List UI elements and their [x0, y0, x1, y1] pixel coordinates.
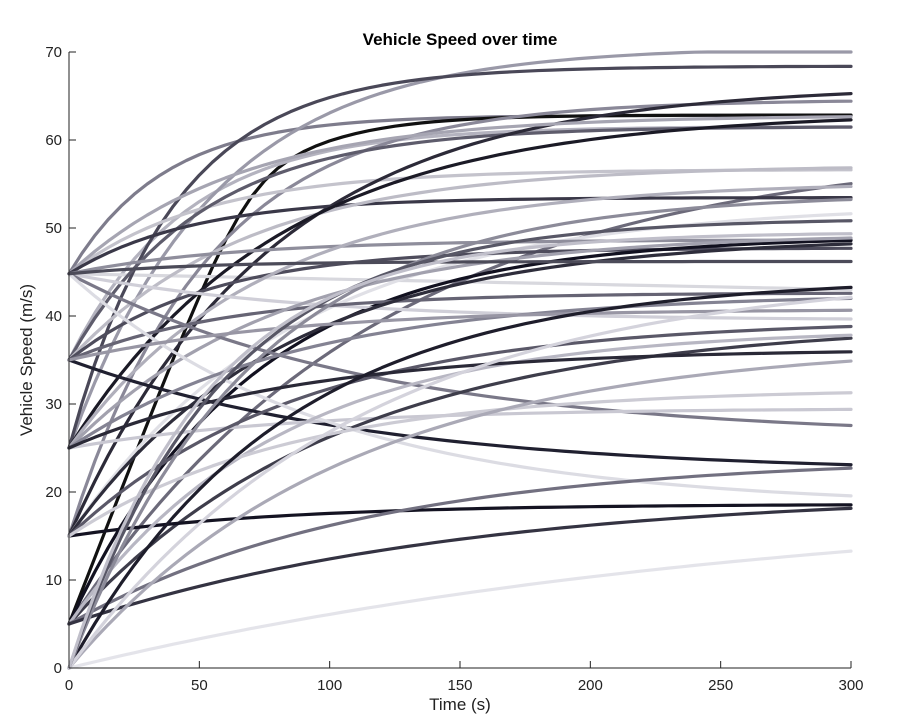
series-line-12: [67, 182, 853, 626]
series-line-19: [67, 184, 853, 450]
series-line-46: [67, 232, 853, 670]
y-tick-label: 30: [45, 396, 62, 413]
series-line-41: [67, 359, 853, 670]
y-ticks: 0 10 20 30 40 50 60 70: [45, 44, 76, 677]
x-tick-label: 50: [191, 677, 208, 694]
x-tick-label: 150: [447, 677, 472, 694]
series-line-37: [67, 391, 853, 538]
x-ticks: 0 50 100 150 200 250 300: [65, 661, 864, 694]
series-line-32: [67, 503, 853, 538]
x-tick-label: 250: [708, 677, 733, 694]
series-line-40: [67, 549, 853, 670]
series-line-14: [67, 166, 853, 362]
series-line-29: [67, 336, 853, 626]
series-line-45: [67, 219, 853, 670]
series-group: [67, 50, 853, 670]
y-tick-label: 50: [45, 220, 62, 237]
y-tick-label: 60: [45, 132, 62, 149]
x-tick-label: 0: [65, 677, 73, 694]
series-line-11: [67, 115, 853, 276]
series-line-43: [67, 197, 853, 670]
x-tick-label: 300: [838, 677, 863, 694]
y-tick-label: 20: [45, 484, 62, 501]
series-line-39: [67, 506, 853, 626]
series-line-24: [67, 236, 853, 450]
series-line-44: [67, 295, 853, 670]
series-line-28: [67, 324, 853, 538]
series-line-30: [67, 272, 853, 498]
x-tick-label: 200: [578, 677, 603, 694]
series-line-22: [67, 291, 853, 362]
series-line-21: [67, 272, 853, 321]
chart-title: Vehicle Speed over time: [363, 30, 558, 49]
series-line-7: [67, 64, 853, 450]
y-tick-label: 70: [45, 44, 62, 61]
series-line-6: [67, 99, 853, 538]
series-line-17: [67, 238, 853, 276]
series-line-34: [67, 259, 853, 276]
y-tick-label: 40: [45, 308, 62, 325]
x-tick-label: 100: [317, 677, 342, 694]
series-line-38: [67, 466, 853, 626]
series-line-2: [67, 113, 853, 626]
series-line-10: [67, 92, 853, 538]
y-tick-label: 10: [45, 572, 62, 589]
series-line-33: [67, 333, 853, 626]
y-tick-label: 0: [54, 660, 62, 677]
series-line-36: [67, 350, 853, 450]
series-line-13: [67, 196, 853, 276]
series-line-42: [67, 285, 853, 670]
y-axis-label: Vehicle Speed (m/s): [17, 284, 36, 436]
series-line-31: [67, 296, 853, 450]
x-axis-label: Time (s): [429, 695, 491, 714]
